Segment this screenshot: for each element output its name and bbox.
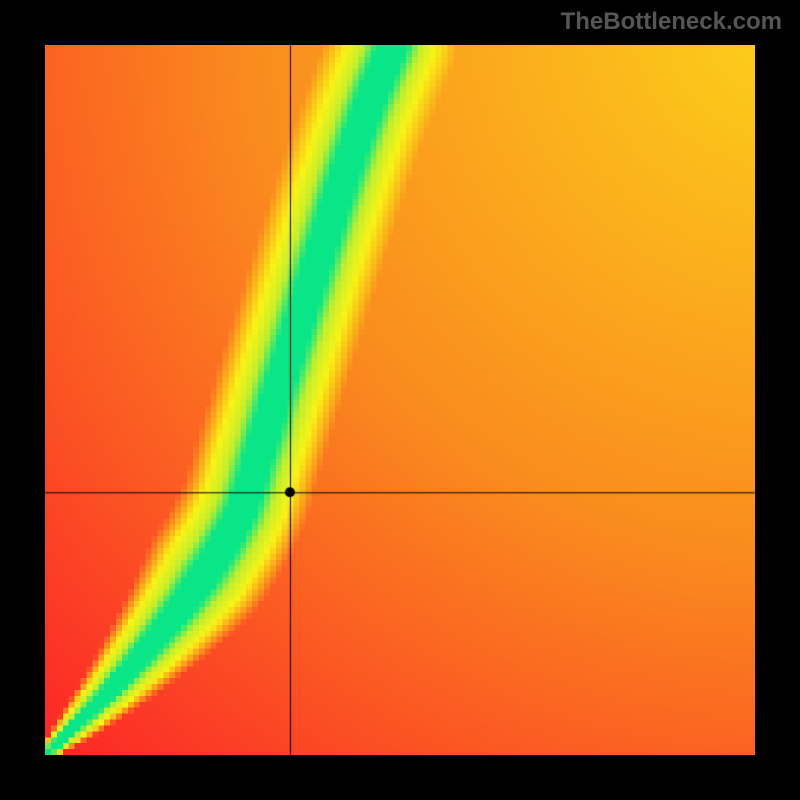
chart-container: TheBottleneck.com [0, 0, 800, 800]
bottleneck-heatmap [45, 45, 755, 755]
watermark-text: TheBottleneck.com [561, 8, 782, 36]
